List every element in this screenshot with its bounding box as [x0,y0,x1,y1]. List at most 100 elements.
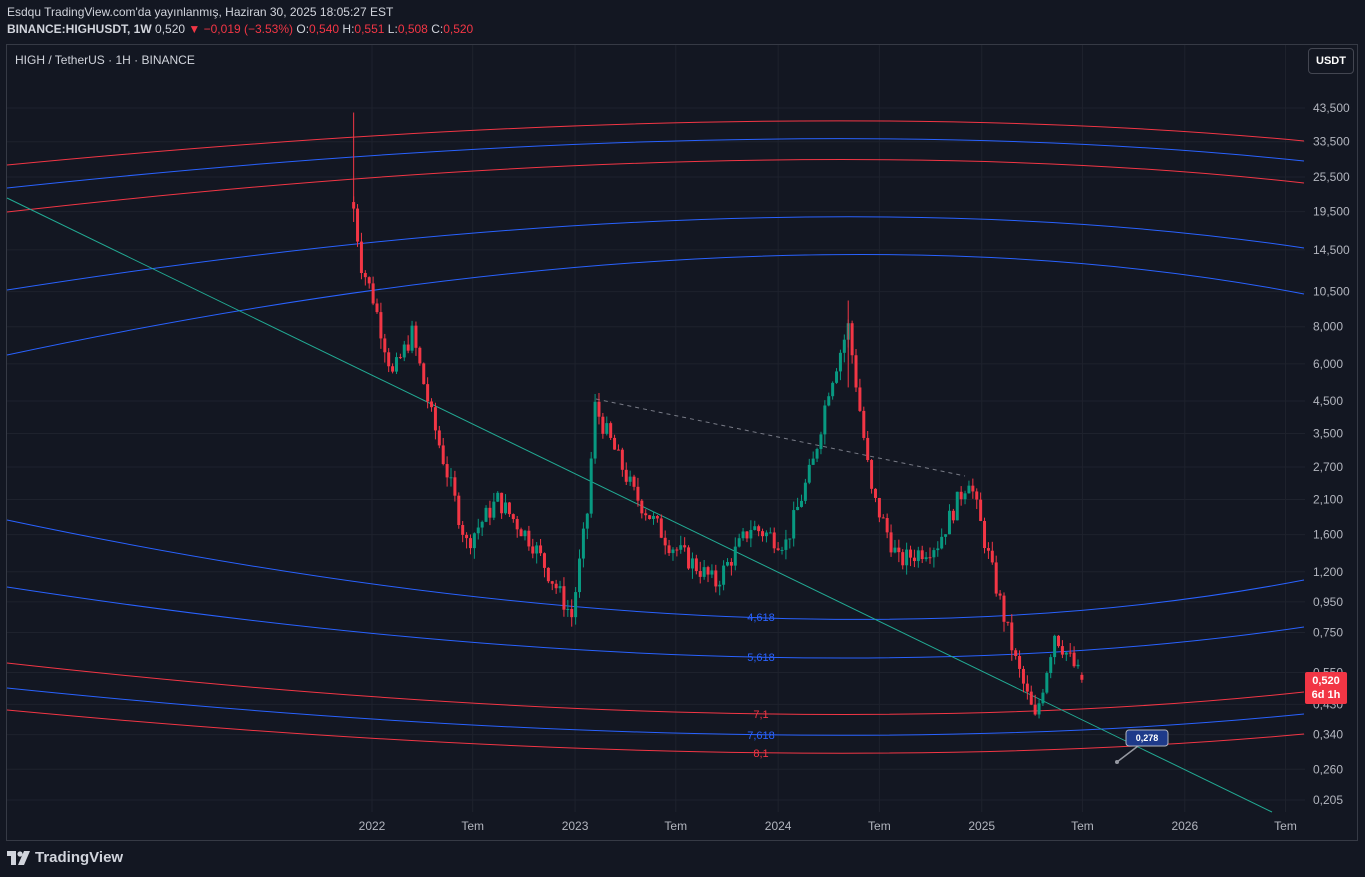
candle-body [885,518,889,533]
candle-body [745,531,749,539]
candle-body [944,534,948,537]
candle-body [710,570,714,575]
price-axis[interactable]: 43,500 33,500 25,500 19,500 14,500 10,500 8,00… [1313,101,1350,807]
candle-body [986,548,990,551]
candle-body [1021,668,1025,684]
close-value: 0,520 [443,22,474,36]
candle-body [862,410,866,438]
candle-body [523,530,527,537]
candle-body [433,407,437,431]
time-tick-label: Tem [664,819,687,833]
candle-body [1068,652,1072,654]
projection-callout[interactable]: 0,278 [1115,729,1169,764]
candle-body [613,437,617,450]
candle-body [811,458,815,465]
candle-body [391,366,395,372]
callout-anchor [1115,760,1119,764]
candle-body [687,547,691,569]
candle-body [761,531,765,537]
fib-level-label: 5,618 [747,652,775,664]
candle-body [889,532,893,553]
candle-body [410,325,414,351]
candle-body [936,548,940,551]
candle-body [1064,652,1068,655]
candle-body [593,401,597,459]
candle-body [776,548,780,551]
candle-body [402,344,406,358]
candle-body [628,476,632,482]
candle-body [585,513,589,529]
time-axis[interactable]: 2022 Tem 2023 Tem 2024 Tem 2025 Tem 2026 Tem [359,819,1297,833]
candle-body [694,558,698,572]
candle-body [963,493,967,500]
tradingview-logo[interactable]: TradingView [7,849,123,866]
candle-body [947,510,951,535]
candle-body [873,488,877,498]
candle-body [858,387,862,411]
candle-body [971,485,975,492]
candle-body [827,396,831,406]
candle-body [679,545,683,550]
candle-body [1025,683,1029,692]
candle-body [897,547,901,553]
price-tick-label: 0,260 [1313,762,1343,776]
candle-body [1018,656,1022,669]
candle-body [683,545,687,548]
currency-button[interactable]: USDT [1308,48,1354,74]
candle-body [542,553,546,568]
price-tick-label: 4,500 [1313,394,1343,408]
price-tick-label: 1,200 [1313,565,1343,579]
candle-body [924,557,928,560]
time-tick-label: 2025 [968,819,995,833]
candle-body [990,550,994,563]
candle-body [866,437,870,461]
candle-body [363,273,367,278]
candle-body [1014,650,1018,657]
price-tick-label: 19,500 [1313,205,1350,219]
time-tick-label: 2024 [765,819,792,833]
candle-body [375,303,379,313]
candle-body [546,567,550,582]
candle-body [558,586,562,589]
candle-body [663,537,667,546]
price-tick-label: 0,950 [1313,595,1343,609]
candle-body [909,549,913,558]
candle-body [597,401,601,417]
candle-body [371,283,375,304]
candle-body [589,458,593,514]
candle-body [807,464,811,483]
candle-body [722,565,726,585]
candle-body [496,492,500,502]
candle-body [500,492,504,514]
candle-body [422,363,426,385]
trendlines[interactable] [6,197,1273,813]
fib-arc [6,216,1305,291]
candle-body [379,312,383,339]
price-tick-label: 0,205 [1313,793,1343,807]
pane-title: HIGH / TetherUS · 1H · BINANCE [15,53,195,67]
price-tick-label: 1,600 [1313,528,1343,542]
fib-arc [6,586,1305,659]
candle-body [418,347,422,364]
candle-body [870,460,874,489]
fib-arc [6,120,1305,166]
candle-body [983,520,987,549]
candle-body [690,558,694,569]
candle-body [539,545,543,554]
low-value: 0,508 [397,22,428,36]
candle-body [468,538,472,549]
candle-body [850,323,854,356]
candle-body [426,384,430,402]
candle-body [515,519,519,530]
time-tick-label: Tem [461,819,484,833]
candle-body [461,525,465,535]
candle-body [768,532,772,534]
price-tick-label: 2,700 [1313,460,1343,474]
candle-body [1006,621,1010,623]
open-value: 0,540 [309,22,340,36]
time-tick-label: 2023 [562,819,589,833]
candle-body [1080,674,1084,680]
candle-body [1045,673,1049,693]
candle-body [1033,704,1037,715]
